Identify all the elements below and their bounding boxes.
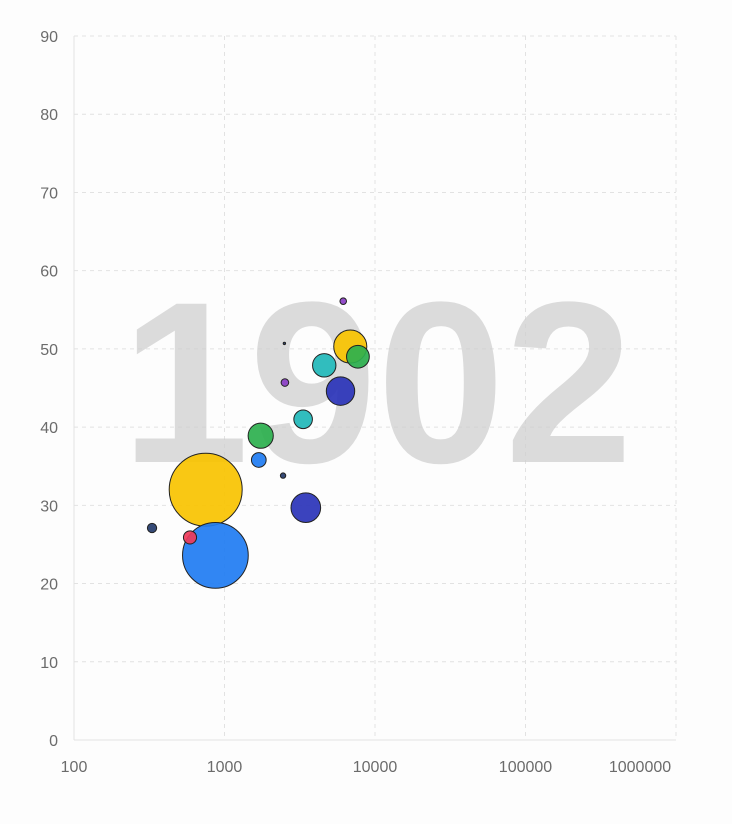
bubble[interactable] bbox=[168, 452, 243, 527]
bubble[interactable] bbox=[280, 378, 290, 387]
y-tick-label: 20 bbox=[40, 577, 58, 594]
x-tick-label: 10000 bbox=[353, 759, 398, 776]
y-tick-label: 40 bbox=[40, 420, 58, 437]
bubble[interactable] bbox=[339, 297, 348, 305]
x-tick-label: 100000 bbox=[499, 759, 552, 776]
x-tick-label: 100 bbox=[61, 759, 88, 776]
bubble[interactable] bbox=[250, 452, 267, 468]
bubbles bbox=[146, 297, 370, 589]
bubble[interactable] bbox=[279, 472, 287, 479]
y-tick-label: 10 bbox=[40, 655, 58, 672]
bubble[interactable] bbox=[312, 353, 337, 378]
bubble[interactable] bbox=[182, 530, 198, 545]
y-tick-label: 50 bbox=[40, 342, 58, 359]
x-tick-label: 1000000 bbox=[609, 759, 671, 776]
bubble[interactable] bbox=[325, 376, 356, 406]
y-tick-label: 70 bbox=[40, 185, 58, 202]
bubble[interactable] bbox=[146, 522, 158, 534]
y-tick-label: 60 bbox=[40, 264, 58, 281]
axes: 0 10 20 30 40 50 60 70 80 90 100 1000 10000 100000 100… bbox=[40, 29, 671, 776]
bubble[interactable] bbox=[247, 422, 274, 449]
bubble[interactable] bbox=[290, 492, 322, 523]
bubble[interactable] bbox=[293, 409, 313, 430]
y-tick-label: 90 bbox=[40, 29, 58, 46]
bubble[interactable] bbox=[182, 522, 249, 589]
bubble[interactable] bbox=[346, 344, 370, 369]
bubble[interactable] bbox=[282, 341, 287, 346]
x-tick-label: 1000 bbox=[207, 759, 243, 776]
y-tick-label: 0 bbox=[49, 733, 58, 750]
y-tick-label: 30 bbox=[40, 498, 58, 515]
grid bbox=[73, 35, 677, 741]
y-tick-label: 80 bbox=[40, 107, 58, 124]
